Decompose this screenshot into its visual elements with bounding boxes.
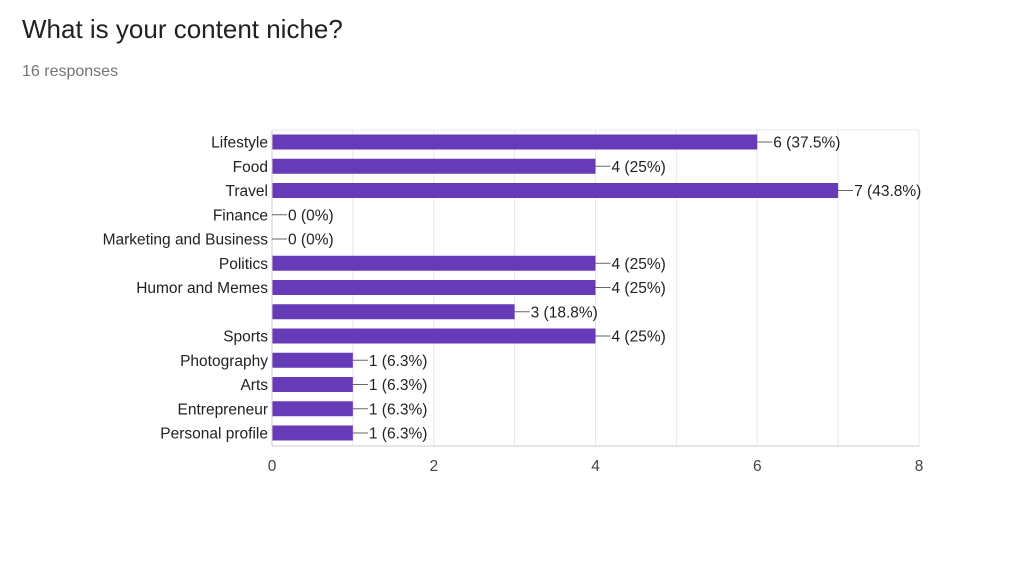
response-count: 16 responses (22, 63, 119, 80)
bar-6 (272, 280, 596, 295)
category-label-3: Finance (213, 207, 268, 224)
category-label-4: Marketing and Business (103, 232, 269, 249)
category-label-6: Humor and Memes (136, 280, 268, 297)
data-label-12: 1 (6.3%) (369, 426, 428, 443)
data-label-3: 0 (0%) (288, 207, 334, 224)
category-label-12: Personal profile (160, 426, 268, 443)
category-label-10: Arts (240, 377, 268, 394)
bars (272, 134, 839, 441)
axes (271, 130, 919, 447)
data-label-11: 1 (6.3%) (369, 401, 428, 418)
data-label-2: 7 (43.8%) (854, 183, 921, 200)
bar-12 (272, 425, 353, 441)
data-label-1: 4 (25%) (612, 159, 666, 176)
x-tick-label-0: 0 (268, 458, 277, 475)
category-label-11: Entrepreneur (178, 401, 268, 418)
data-label-9: 1 (6.3%) (369, 353, 428, 370)
bar-10 (272, 377, 353, 392)
category-label-1: Food (233, 159, 268, 176)
data-label-0: 6 (37.5%) (773, 135, 840, 152)
question-title: What is your content niche? (22, 14, 343, 44)
data-label-8: 4 (25%) (612, 329, 666, 346)
data-label-10: 1 (6.3%) (369, 377, 428, 394)
category-label-0: Lifestyle (211, 135, 268, 152)
category-label-5: Politics (219, 256, 268, 273)
category-label-2: Travel (226, 183, 269, 200)
bar-1 (272, 158, 596, 174)
data-label-4: 0 (0%) (288, 232, 334, 249)
bar-8 (272, 328, 596, 344)
x-tick-label-8: 8 (915, 458, 924, 475)
category-label-9: Photography (180, 353, 268, 370)
x-tick-label-4: 4 (591, 458, 600, 475)
data-label-5: 4 (25%) (612, 256, 666, 273)
bar-7 (272, 304, 515, 320)
data-label-6: 4 (25%) (612, 280, 666, 297)
bar-5 (272, 255, 596, 271)
x-tick-label-2: 2 (429, 458, 438, 475)
bar-11 (272, 401, 353, 417)
labels: 6 (37.5%) Lifestyle 4 (25%) Food 7 (43.8%) Tr… (103, 135, 924, 476)
bar-0 (272, 134, 758, 150)
bar-9 (272, 352, 353, 368)
bar-2 (272, 183, 839, 198)
data-label-7: 3 (18.8%) (531, 304, 598, 321)
x-tick-label-6: 6 (753, 458, 762, 475)
category-label-8: Sports (223, 329, 268, 346)
